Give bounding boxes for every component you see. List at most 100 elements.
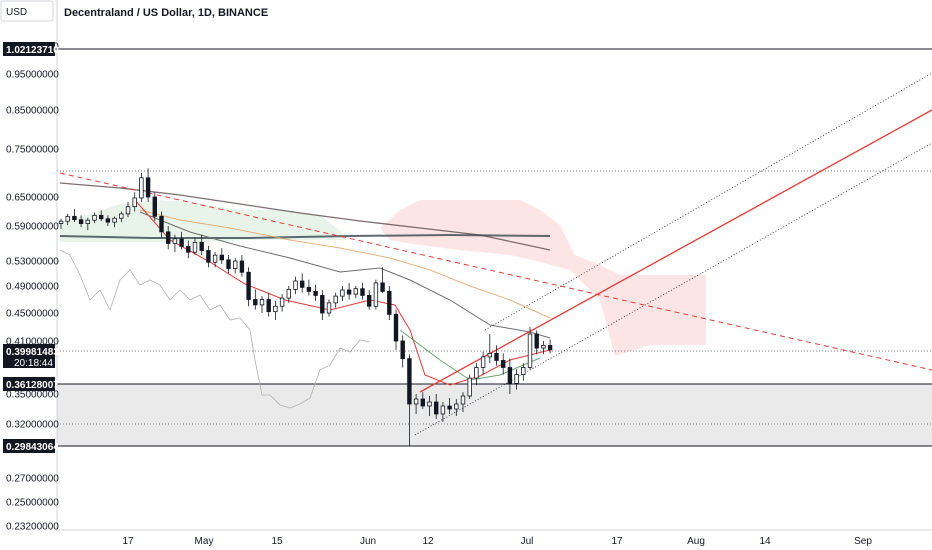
countdown-text: 20:18:44: [14, 358, 53, 369]
candle: [152, 192, 157, 222]
candle: [253, 289, 258, 310]
candle: [105, 215, 111, 226]
candle: [400, 335, 405, 368]
plot-area: [57, 0, 932, 530]
ma-grey-line: [139, 211, 551, 339]
candle-body: [152, 196, 157, 217]
candle: [85, 217, 90, 231]
candle: [186, 240, 191, 259]
candle-body: [333, 295, 338, 304]
candle-body: [165, 231, 171, 244]
candle: [145, 168, 151, 202]
candle-body: [246, 271, 251, 300]
candle: [413, 394, 419, 414]
candle: [433, 394, 439, 419]
candle: [460, 392, 466, 412]
candle-body: [326, 302, 332, 314]
candle: [474, 363, 479, 386]
candle-body: [387, 290, 392, 315]
candles-group: [58, 168, 553, 446]
candle-body: [320, 295, 325, 314]
candle-body: [212, 254, 218, 263]
candle-body: [99, 214, 104, 220]
candle: [192, 237, 198, 256]
currency-selector[interactable]: [0, 0, 54, 22]
candle: [420, 392, 425, 409]
candle: [239, 255, 245, 277]
candle-body: [313, 290, 318, 296]
support-high-badge: [3, 377, 55, 391]
y-tick-label: 0.85000000: [6, 106, 59, 117]
candle-body: [306, 286, 312, 292]
candle: [353, 286, 358, 299]
candle: [206, 245, 211, 268]
candle: [212, 252, 218, 268]
candle: [273, 300, 278, 320]
y-tick-label: 0.75000000: [6, 145, 59, 156]
x-axis-background: [0, 530, 932, 550]
candle-body: [299, 280, 305, 288]
candle: [232, 258, 238, 274]
candle-body: [186, 246, 191, 253]
candle: [480, 351, 486, 375]
candle: [199, 234, 204, 256]
candle-body: [474, 367, 479, 379]
support-low-badge: [3, 439, 55, 453]
candle: [92, 212, 97, 224]
candle-body: [413, 398, 419, 405]
candle: [112, 216, 117, 228]
x-tick-labels: 17 May 15 Jun 12 Jul 17 Aug 14 Sep: [122, 536, 872, 547]
candle-body: [380, 282, 385, 292]
candle-body: [72, 215, 77, 221]
y-tick-label: 0.49000000: [6, 282, 59, 293]
candle-body: [172, 238, 178, 244]
candle-body: [232, 260, 238, 269]
x-tick-label: 14: [759, 536, 771, 547]
candle: [313, 284, 318, 301]
candle-body: [125, 206, 131, 215]
candle: [306, 279, 312, 296]
channel-midline: [419, 109, 932, 393]
candle: [547, 339, 553, 354]
ichimoku-cloud-green: [60, 200, 345, 242]
candle: [179, 231, 184, 250]
ma-red-line: [134, 199, 551, 386]
candle: [125, 201, 131, 218]
candle: [340, 286, 345, 301]
candle-body: [346, 289, 352, 295]
candle-body: [527, 333, 533, 368]
candle: [346, 282, 352, 300]
candle-body: [440, 405, 446, 415]
candle-body: [366, 295, 372, 307]
candle-body: [500, 360, 506, 368]
y-tick-label: 0.35000000: [6, 390, 59, 401]
candle: [494, 345, 499, 366]
ma-orange-line: [139, 209, 551, 319]
candle-body: [433, 401, 439, 415]
x-tick-label: Jul: [521, 536, 534, 547]
y-axis-background: [0, 0, 57, 550]
candle-body: [521, 367, 526, 375]
candle: [333, 292, 338, 308]
candle-body: [480, 356, 486, 368]
x-tick-label: 17: [611, 536, 623, 547]
candle-body: [192, 241, 198, 253]
channel-upper-line: [484, 72, 932, 331]
candle-body: [293, 280, 298, 290]
ma-green-line: [399, 329, 541, 381]
candle-body: [487, 352, 492, 358]
candle-body: [206, 250, 211, 263]
support-low-text: 0.29843064: [6, 442, 59, 453]
candle-body: [427, 401, 432, 407]
x-tick-label: 12: [422, 536, 434, 547]
candle-body: [159, 215, 164, 233]
candle-body: [85, 219, 90, 224]
ma-flat-line: [59, 233, 551, 239]
candle: [78, 215, 84, 228]
y-tick-label: 0.65000000: [6, 193, 59, 204]
candle-body: [460, 395, 466, 405]
candle: [132, 192, 137, 212]
candle: [219, 248, 224, 265]
candle-body: [58, 220, 64, 224]
